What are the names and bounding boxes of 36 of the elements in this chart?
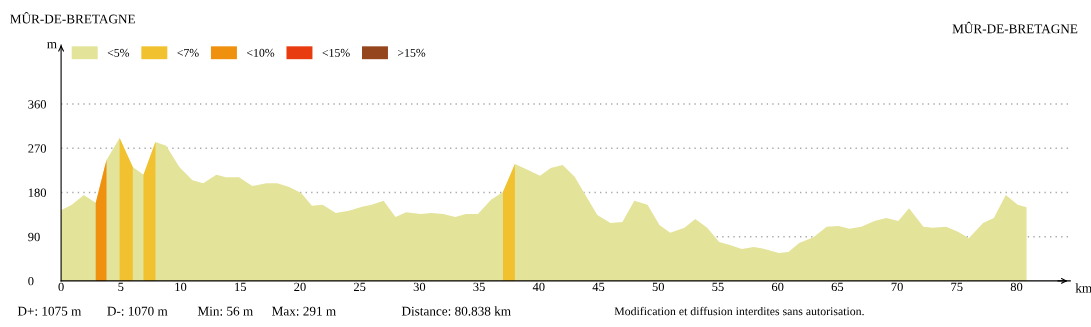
text: D+: 1075 m <box>17 306 82 316</box>
text: MÛR-DE-BRETAGNE <box>10 12 135 24</box>
x-tick-label: 15 <box>235 282 246 292</box>
legend-label: >15% <box>398 48 426 57</box>
text: Max: 291 m <box>272 306 336 316</box>
x-axis-title: km <box>1075 283 1091 293</box>
y-tick-label: 180 <box>28 188 47 197</box>
y-tick-label: 270 <box>28 144 47 153</box>
x-tick-label: 0 <box>58 282 64 292</box>
text: Modification et diffusion interdites sans autorisation. <box>614 306 864 316</box>
x-tick-label: 75 <box>951 282 963 292</box>
y-axis-title: m <box>47 42 57 49</box>
x-tick-label: 55 <box>712 282 724 292</box>
x-tick-label: 40 <box>532 282 545 292</box>
y-tick-label: 360 <box>28 100 47 109</box>
x-tick-label: 65 <box>831 282 844 292</box>
text: D-: 1070 m <box>107 306 168 316</box>
text: Distance: 80.838 km <box>401 306 511 316</box>
x-tick-label: 30 <box>413 282 426 292</box>
x-tick-label: 35 <box>473 282 485 292</box>
x-tick-label: 20 <box>294 282 306 292</box>
text: Min: 56 m <box>197 306 253 316</box>
x-tick-label: 25 <box>353 282 366 292</box>
x-tick-label: 70 <box>891 282 903 292</box>
text: MÛR-DE-BRETAGNE <box>952 21 1078 34</box>
y-tick-label: 90 <box>28 232 40 242</box>
legend-label: <5% <box>107 48 130 57</box>
x-tick-label: 80 <box>1010 282 1023 292</box>
x-tick-label: 5 <box>118 282 124 292</box>
x-tick-label: 10 <box>175 282 187 292</box>
x-tick-label: 60 <box>771 282 784 292</box>
x-tick-label: 50 <box>652 282 665 292</box>
legend-label: <10% <box>246 48 275 57</box>
x-tick-label: 45 <box>592 282 605 292</box>
legend-label: <15% <box>322 48 350 57</box>
legend-label: <7% <box>177 48 199 57</box>
